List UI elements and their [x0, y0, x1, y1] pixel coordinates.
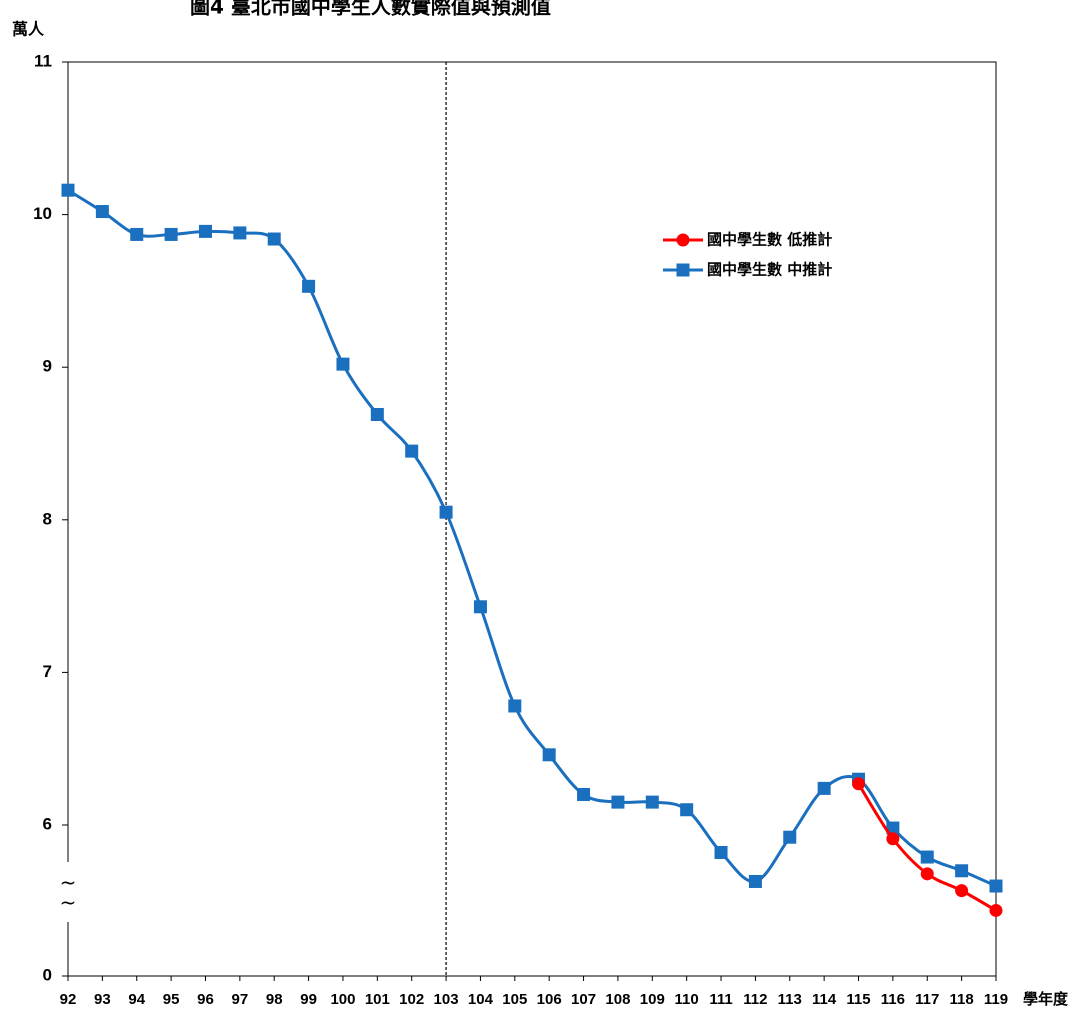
data-point	[473, 600, 487, 614]
legend-label: 國中學生數 中推計	[707, 261, 832, 279]
axis-break: ~ ~	[60, 862, 77, 922]
x-tick-label: 99	[300, 991, 317, 1008]
data-point	[989, 903, 1003, 917]
x-tick-label: 119	[984, 991, 1008, 1008]
x-tick-label: 111	[709, 991, 732, 1008]
y-tick-label: 7	[43, 662, 52, 681]
x-tick-label: 108	[605, 991, 630, 1008]
data-point	[302, 279, 316, 293]
data-point	[508, 699, 522, 713]
data-point	[577, 787, 591, 801]
data-point	[198, 224, 212, 238]
x-tick-label: 112	[743, 991, 767, 1008]
x-tick-label: 105	[502, 991, 527, 1008]
x-tick-label: 103	[434, 991, 459, 1008]
data-point	[955, 884, 969, 898]
data-point	[267, 232, 281, 246]
data-point	[164, 227, 178, 241]
data-point	[989, 879, 1003, 893]
y-tick-label: 10	[33, 204, 52, 223]
x-tick-label: 96	[197, 991, 214, 1008]
y-axis-ticks: 0 6 7 8 9 10 11	[33, 51, 68, 984]
y-axis-label: 萬人	[12, 20, 45, 39]
x-tick-label: 106	[537, 991, 562, 1008]
data-point	[95, 205, 109, 219]
data-point	[233, 226, 247, 240]
data-point	[439, 505, 453, 519]
x-tick-label: 94	[128, 991, 145, 1008]
axis-break-mark-2: ~	[60, 891, 77, 915]
x-tick-label: 100	[330, 991, 355, 1008]
x-tick-label: 104	[468, 991, 494, 1008]
data-point	[817, 781, 831, 795]
data-point	[955, 864, 969, 878]
plot-area	[67, 61, 997, 977]
x-tick-label: 109	[640, 991, 665, 1008]
data-point	[542, 748, 556, 762]
data-point	[886, 832, 900, 846]
data-point	[886, 821, 900, 835]
data-point	[920, 867, 934, 881]
x-tick-label: 115	[846, 991, 870, 1008]
x-tick-label: 114	[812, 991, 837, 1008]
legend-marker	[676, 263, 690, 277]
x-tick-label: 101	[365, 991, 390, 1008]
y-tick-label: 9	[43, 357, 52, 376]
x-axis-ticks: 92 93 94 95 96 97 98 99 100 101 102 103 104 105 106 107…	[60, 976, 1008, 1008]
data-point	[645, 795, 659, 809]
x-tick-label: 92	[60, 991, 77, 1008]
x-tick-label: 102	[399, 991, 424, 1008]
y-tick-label: 8	[43, 509, 52, 528]
data-point	[61, 183, 75, 197]
data-point	[920, 850, 934, 864]
series-layer	[61, 183, 1003, 917]
axis-break-mark-1: ~	[60, 871, 77, 895]
series-low	[852, 777, 1003, 917]
data-point	[680, 803, 694, 817]
y-tick-label: 11	[34, 51, 52, 70]
legend-marker	[676, 233, 690, 247]
data-point	[783, 830, 797, 844]
x-tick-label: 95	[163, 991, 180, 1008]
data-point	[748, 874, 762, 888]
chart-title: 圖4 臺北市國中學生人數實際值與預測值	[190, 0, 551, 19]
x-tick-label: 107	[571, 991, 596, 1008]
y-tick-label: 0	[43, 965, 52, 984]
series-mid	[61, 183, 1003, 893]
x-tick-label: 113	[778, 991, 802, 1008]
x-tick-label: 97	[232, 991, 249, 1008]
x-tick-label: 118	[950, 991, 974, 1008]
data-point	[405, 444, 419, 458]
data-point	[714, 845, 728, 859]
x-tick-label: 93	[94, 991, 111, 1008]
x-tick-label: 116	[881, 991, 905, 1008]
data-point	[130, 227, 144, 241]
legend-label: 國中學生數 低推計	[707, 231, 832, 249]
data-point	[370, 408, 384, 422]
data-point	[336, 357, 350, 371]
data-point	[611, 795, 625, 809]
y-tick-label: 6	[43, 814, 52, 833]
data-point	[852, 777, 866, 791]
x-tick-label: 110	[675, 991, 699, 1008]
x-tick-label: 117	[915, 991, 939, 1008]
x-tick-label: 98	[266, 991, 283, 1008]
x-axis-label: 學年度	[1023, 990, 1069, 1008]
